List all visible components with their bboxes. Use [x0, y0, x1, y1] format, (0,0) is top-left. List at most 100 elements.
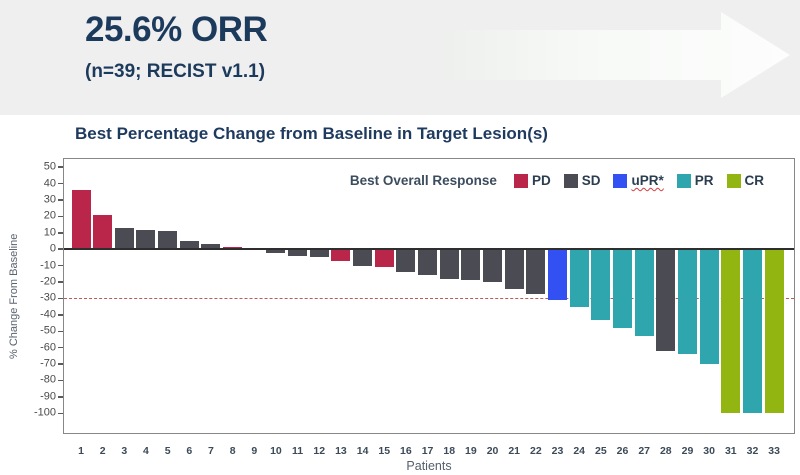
x-tick-label-26: 26 [616, 445, 629, 457]
orr-headline: 25.6% ORR [85, 10, 268, 49]
bar-patient-15 [374, 249, 394, 268]
y-tick-mark [58, 412, 63, 415]
x-axis-title: Patients [406, 459, 452, 473]
x-tick-label-25: 25 [594, 445, 607, 457]
legend-label: PR [694, 173, 714, 188]
y-tick-label--90: -90 [40, 390, 56, 403]
x-tick-label-20: 20 [486, 445, 499, 457]
x-tick-label-16: 16 [400, 445, 412, 457]
bar-patient-20 [483, 249, 503, 283]
x-tick-label-29: 29 [681, 445, 694, 457]
bar-patient-25 [591, 249, 611, 320]
y-axis-title: % Change From Baseline [8, 233, 20, 359]
bar-patient-8 [223, 246, 243, 250]
legend-label: PD [531, 173, 551, 188]
y-tick-label-20: 20 [43, 209, 56, 222]
y-tick-label--20: -20 [40, 275, 56, 288]
bar-patient-22 [526, 249, 546, 294]
x-tick-label-2: 2 [99, 445, 106, 457]
bar-patient-32 [742, 249, 762, 414]
y-tick-mark [58, 363, 63, 365]
x-tick-label-14: 14 [356, 445, 369, 457]
legend-label: uPR* [631, 173, 664, 188]
y-tick-label-10: 10 [43, 226, 56, 239]
legend-item-cr: CR [726, 173, 765, 188]
bar-patient-26 [613, 249, 632, 328]
y-tick-label--60: -60 [40, 341, 56, 354]
y-tick-mark [58, 199, 63, 201]
x-tick-label-22: 22 [530, 445, 542, 457]
bar-patient-5 [158, 231, 178, 250]
x-tick-label-10: 10 [270, 445, 282, 457]
y-tick-mark [58, 396, 63, 398]
legend-swatch-icon [676, 173, 691, 188]
chart-section: Best Percentage Change from Baseline in … [0, 115, 800, 475]
x-tick-label-15: 15 [378, 445, 391, 457]
legend-label: CR [744, 173, 765, 188]
x-tick-label-27: 27 [638, 445, 650, 457]
legend-item-pd: PD [513, 173, 551, 188]
bar-patient-16 [396, 249, 416, 273]
bar-patient-24 [569, 249, 589, 307]
bar-patient-6 [179, 241, 199, 250]
legend-swatch-icon [613, 173, 628, 188]
y-tick-mark [58, 314, 63, 316]
bar-patient-23 [548, 249, 568, 301]
bar-patient-10 [266, 249, 286, 253]
reference-line-minus-30 [64, 298, 794, 300]
bar-patient-14 [353, 249, 373, 266]
y-tick-label--40: -40 [40, 308, 56, 321]
bar-patient-7 [201, 244, 221, 250]
zero-baseline [64, 248, 794, 251]
bar-patient-2 [93, 214, 113, 250]
y-tick-label-50: 50 [43, 160, 56, 173]
bar-patient-13 [331, 249, 351, 261]
bar-patient-29 [677, 249, 697, 355]
x-tick-label-12: 12 [313, 445, 326, 457]
bar-patient-1 [71, 190, 91, 250]
x-tick-label-28: 28 [659, 445, 672, 457]
x-tick-label-3: 3 [121, 445, 128, 457]
bar-patient-19 [461, 249, 481, 281]
y-tick-mark [58, 264, 63, 267]
x-tick-label-24: 24 [573, 445, 586, 457]
y-tick-mark [58, 330, 63, 333]
chart-title: Best Percentage Change from Baseline in … [75, 124, 548, 143]
x-tick-label-18: 18 [443, 445, 456, 457]
y-tick-mark [58, 379, 63, 382]
legend-item-pr: PR [676, 173, 714, 188]
legend-swatch-icon [726, 173, 741, 188]
y-tick-label-0: 0 [49, 242, 56, 255]
x-tick-label-30: 30 [703, 445, 715, 457]
bar-patient-33 [764, 249, 784, 414]
header-banner: 25.6% ORR (n=39; RECIST v1.1) [0, 0, 800, 115]
bar-patient-17 [418, 249, 438, 276]
x-tick-label-19: 19 [465, 445, 477, 457]
y-tick-mark [58, 248, 63, 250]
bar-patient-30 [699, 249, 719, 365]
y-tick-mark [58, 297, 63, 300]
x-tick-label-33: 33 [768, 445, 780, 457]
x-tick-label-9: 9 [251, 445, 258, 457]
y-tick-mark [58, 166, 63, 168]
x-tick-label-32: 32 [746, 445, 759, 457]
bar-patient-11 [288, 249, 308, 256]
legend-title: Best Overall Response [349, 173, 497, 188]
y-tick-label--50: -50 [40, 324, 56, 337]
y-tick-mark [58, 281, 63, 283]
x-tick-label-4: 4 [143, 445, 149, 457]
bar-patient-31 [721, 249, 741, 414]
legend-swatch-icon [563, 173, 578, 188]
x-tick-label-23: 23 [551, 445, 564, 457]
legend-item-upr: uPR* [613, 173, 664, 188]
y-tick-label--30: -30 [40, 291, 56, 304]
bar-patient-3 [114, 227, 134, 250]
bar-patient-27 [634, 249, 654, 337]
x-tick-label-1: 1 [78, 445, 84, 457]
y-tick-mark [58, 232, 63, 234]
x-tick-label-13: 13 [335, 445, 347, 457]
legend-label: SD [581, 173, 601, 188]
bar-patient-18 [439, 249, 459, 279]
y-tick-label-40: 40 [43, 177, 56, 190]
